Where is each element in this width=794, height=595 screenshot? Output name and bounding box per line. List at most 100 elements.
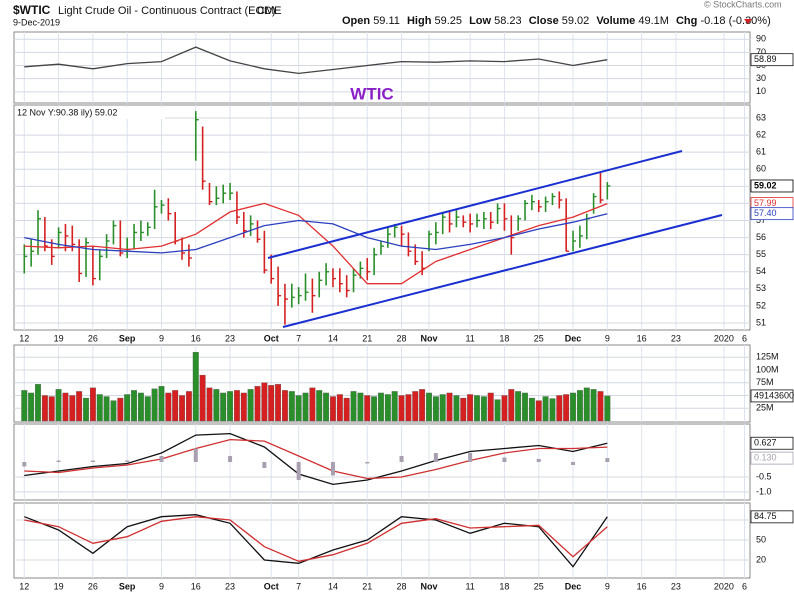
volume-bar [233,390,240,422]
series-line [24,438,608,480]
value-label-box [750,436,794,450]
volume-bar [576,390,583,422]
series-line [24,213,608,254]
volume-bar [41,395,48,422]
x-tick-label: 25 [534,333,544,343]
volume-bar [55,389,62,422]
volume-bar [378,392,384,422]
y-tick-label: 51 [756,317,766,327]
stat-label: Open [342,15,370,27]
volume-bar [165,392,172,422]
x-tick-label: 14 [328,333,338,343]
y-tick-label: 75M [756,377,774,387]
x-tick-label: Oct [264,333,279,343]
volume-bar [213,389,220,422]
y-tick-label: 20 [756,554,766,564]
x-tick-label: 18 [499,333,509,343]
series-line [24,516,608,562]
x-tick-label: 19 [54,333,64,343]
volume-bar [412,391,419,422]
volume-bar [583,387,590,422]
volume-bar [528,397,535,422]
stat-label: Chg [676,15,697,27]
histogram-bar [262,462,267,468]
stat-value: -0.18 (-0.30%) [700,15,770,27]
down-arrow [744,19,752,24]
volume-bar [419,389,426,422]
x-tick-label: 16 [191,581,201,591]
y-tick-label: 90 [756,34,766,44]
y-tick-label: 30 [756,73,766,83]
y-tick-label: -0.5 [756,471,772,481]
histogram-bar [605,458,610,462]
y-tick-label: 55 [756,249,766,259]
panel-frame [13,104,751,331]
value-label: 84.75 [754,511,777,521]
volume-bar [487,392,494,422]
value-label: 0.130 [754,452,777,462]
x-tick-label: 7 [296,581,301,591]
stat-value: 59.25 [434,15,462,27]
x-tick-label: Dec [565,581,582,591]
histogram-bar [296,462,301,480]
value-label-box [750,207,794,221]
volume-bar [35,384,41,422]
series-line [24,432,608,486]
volume-bar [96,394,103,422]
x-tick-label: 2020 [714,333,734,343]
x-tick-label: 18 [499,581,509,591]
x-tick-label: 23 [225,333,235,343]
volume-bar [597,391,604,422]
volume-bar [309,387,316,422]
x-tick-label: 26 [88,333,98,343]
stat-label: Close [529,15,559,27]
volume-bar [371,396,378,422]
volume-bar [240,392,247,422]
x-tick-label: 16 [637,581,647,591]
volume-bar [144,396,151,422]
volume-bar [364,395,371,422]
volume-bar [563,394,570,422]
y-tick-label: 52 [756,300,766,310]
value-label-box [750,179,794,193]
volume-bar [76,391,83,422]
x-tick-label: 9 [605,581,610,591]
stat-value: 49.1M [638,15,669,27]
x-tick-label: 21 [362,581,372,591]
x-tick-label: 11 [465,581,474,591]
x-tick-label: Nov [420,333,437,343]
histogram-bar [159,456,164,462]
stat-value: 58.23 [494,15,522,27]
volume-bar [28,392,35,422]
volume-bar [398,395,405,422]
volume-bar [158,386,165,422]
volume-bar [494,399,501,422]
channel-line [282,214,723,328]
copyright: © StockCharts.com [704,0,782,9]
volume-bar [295,395,302,422]
volume-bar [275,384,282,422]
histogram-bar [365,462,370,464]
volume-bar [590,389,597,422]
histogram-bar [433,453,438,462]
stat-label: High [407,15,432,27]
y-tick-label: 56 [756,232,766,242]
x-tick-label: 14 [328,581,338,591]
x-tick-label: Nov [420,581,437,591]
volume-bar [405,394,412,422]
volume-bar [343,397,350,422]
volume-bar [172,390,179,422]
volume-bar [570,392,576,422]
volume-bar [549,398,556,422]
volume-bar [542,396,549,422]
y-tick-label: 63 [756,112,766,122]
volume-bar [131,390,137,422]
volume-bar [357,392,364,422]
volume-bar [439,394,446,422]
volume-bar [350,391,357,422]
value-label: 57.99 [754,198,777,208]
volume-bar [432,396,439,422]
volume-bar [336,394,343,422]
x-tick-label: 28 [397,333,407,343]
